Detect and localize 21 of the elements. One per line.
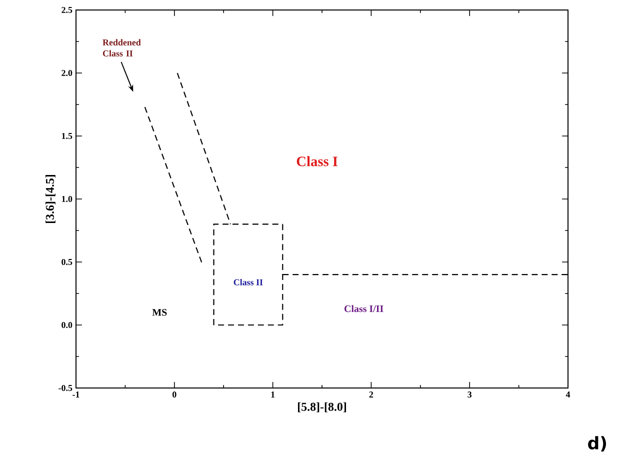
annotation: Class I/II [344,305,384,312]
annotation: Class I [296,156,338,166]
y-tick-label: 1.5 [62,132,72,140]
y-tick-label: 0.5 [62,258,72,266]
annotation: Reddened Class II [102,39,141,56]
annotation: MS [152,309,167,316]
annotation: Class II [234,279,263,286]
x-tick-label: 3 [468,392,472,398]
x-tick-label: 4 [566,392,570,398]
y-tick-label: -0.5 [58,384,72,392]
y-tick-label: 2.0 [62,70,72,76]
x-tick-label: 1 [271,392,275,398]
y-tick-label: 1.0 [62,196,72,202]
y-tick-label: 0.0 [62,322,72,328]
x-axis-title: [5.8]-[8.0] [298,402,346,412]
x-tick-label: 2 [369,392,374,398]
text: d) [588,436,606,452]
x-tick-label: 0 [172,392,176,398]
y-axis-title: [3.6]-[4.5] [46,174,56,224]
x-tick-label: -1 [72,392,80,398]
y-tick-label: 2.5 [62,6,72,14]
